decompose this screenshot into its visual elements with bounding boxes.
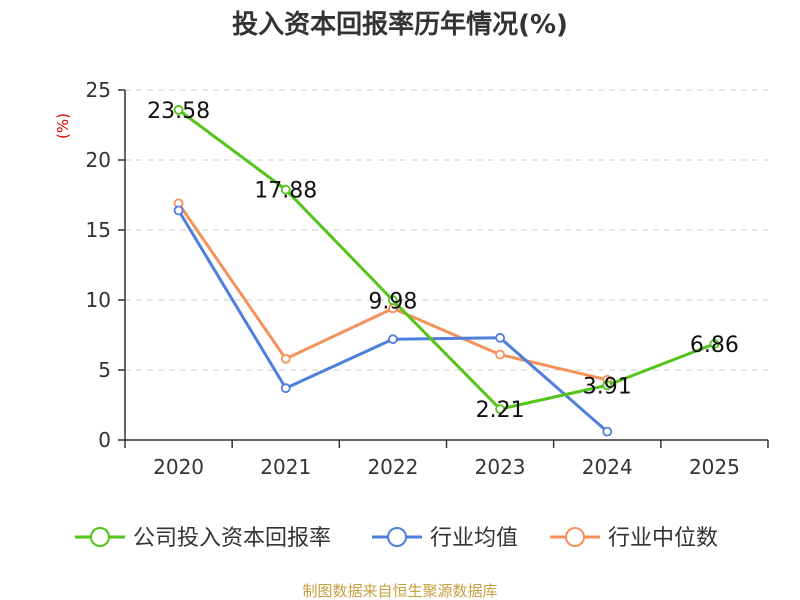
data-point [602, 426, 613, 437]
data-point [495, 332, 505, 343]
data-point [388, 295, 398, 306]
source-note: 制图数据来自恒生聚源数据库 [302, 582, 497, 600]
series-1 [173, 205, 613, 437]
legend: 公司投入资本回报率 行业均值 行业中位数 [75, 526, 718, 551]
data-label: 3.91 [583, 374, 632, 399]
x-tick-label: 2024 [582, 455, 633, 479]
series-2 [173, 198, 613, 385]
data-label: 17.88 [254, 179, 317, 204]
data-point [280, 383, 291, 394]
legend-item: 公司投入资本回报率 [75, 526, 331, 551]
legend-label: 行业中位数 [608, 526, 718, 551]
data-point [388, 334, 398, 345]
y-tick-label: 25 [86, 78, 111, 102]
x-tick-label: 2022 [367, 455, 418, 479]
legend-marker [387, 527, 407, 547]
data-label: 23.58 [147, 99, 210, 124]
data-point [495, 404, 505, 414]
y-tick-label: 10 [86, 288, 111, 312]
x-tick-label: 2025 [689, 455, 740, 479]
y-tick-label: 5 [98, 358, 111, 382]
data-labels: 23.58 17.88 9.98 2.21 3.91 6.86 [147, 99, 739, 423]
data-point [173, 205, 184, 216]
x-tick-label: 2021 [260, 455, 311, 479]
data-label: 2.21 [476, 398, 525, 423]
data-label: 6.86 [690, 333, 739, 358]
series-0 [173, 104, 720, 414]
data-point [280, 184, 291, 195]
legend-label: 公司投入资本回报率 [133, 526, 331, 551]
data-label: 9.98 [368, 289, 417, 314]
series-line [177, 108, 715, 411]
y-axis-label: (%) [54, 113, 72, 139]
y-tick-label: 0 [98, 428, 111, 452]
chart-title: 投入资本回报率历年情况(%) [232, 9, 568, 40]
legend-item: 行业均值 [372, 526, 518, 551]
data-point [173, 104, 184, 115]
x-tick-label: 2020 [153, 455, 204, 479]
x-tick-label: 2023 [475, 455, 526, 479]
y-tick-label: 20 [86, 148, 111, 172]
grid-lines [125, 89, 768, 371]
legend-marker [565, 527, 585, 547]
legend-item: 行业中位数 [550, 526, 718, 551]
data-point [709, 339, 720, 349]
data-point [495, 349, 505, 360]
legend-marker [90, 527, 110, 547]
data-point [602, 380, 613, 391]
data-point [280, 353, 291, 364]
legend-label: 行业均值 [430, 526, 518, 551]
series-lines [173, 104, 720, 437]
y-tick-label: 15 [86, 218, 111, 242]
